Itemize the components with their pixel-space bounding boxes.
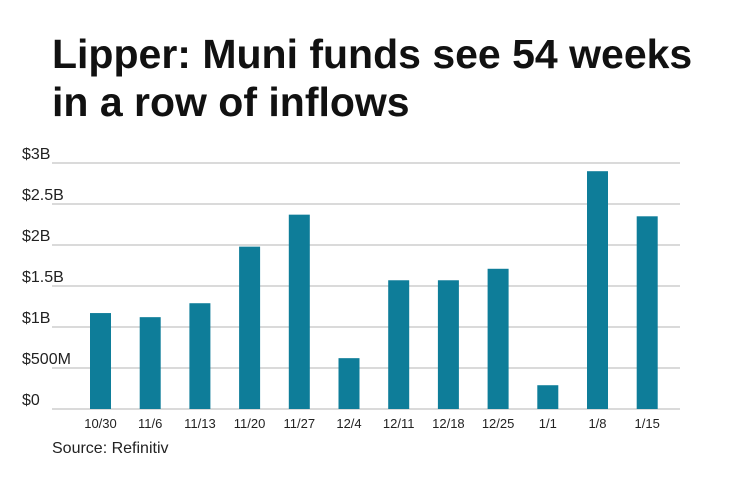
x-tick-label: 1/8 <box>588 416 606 431</box>
chart-title: Lipper: Muni funds see 54 weeks in a row… <box>52 31 693 125</box>
x-tick-label: 1/1 <box>539 416 557 431</box>
x-tick-label: 11/27 <box>284 416 316 431</box>
bar <box>388 280 410 409</box>
bar <box>239 246 261 409</box>
x-tick-label: 12/18 <box>432 416 465 431</box>
x-tick-label: 12/4 <box>336 416 361 431</box>
bar <box>636 216 658 409</box>
x-tick-label: 11/6 <box>138 416 162 431</box>
bar <box>437 280 459 409</box>
x-tick-label: 12/11 <box>383 416 415 431</box>
y-tick-label: $1B <box>22 310 50 327</box>
y-tick-label: $1.5B <box>22 269 64 286</box>
source-note: Source: Refinitiv <box>52 440 169 457</box>
bar <box>537 385 559 409</box>
x-tick-label: 11/13 <box>184 416 216 431</box>
y-tick-label: $3B <box>22 146 50 163</box>
bar <box>487 268 509 409</box>
bar <box>90 313 111 409</box>
x-tick-label: 11/20 <box>234 416 266 431</box>
bar <box>338 358 360 409</box>
bar <box>139 317 161 409</box>
bar <box>189 303 211 409</box>
y-tick-label: $0 <box>22 392 40 409</box>
bar <box>288 214 310 409</box>
y-tick-label: $2B <box>22 228 50 245</box>
y-tick-label: $2.5B <box>22 187 64 204</box>
x-tick-label: 1/15 <box>635 416 660 431</box>
y-tick-label: $500M <box>22 351 71 368</box>
bar <box>587 171 608 409</box>
bars <box>90 171 658 409</box>
x-tick-label: 10/30 <box>84 416 117 431</box>
x-tick-label: 12/25 <box>482 416 515 431</box>
y-axis-tick-labels: $0 $500M $1B $1.5B $2B $2.5B $3B <box>22 146 71 409</box>
x-axis-tick-labels: 10/30 11/6 11/13 11/20 11/27 12/4 12/11 12/18 12… <box>84 416 660 431</box>
